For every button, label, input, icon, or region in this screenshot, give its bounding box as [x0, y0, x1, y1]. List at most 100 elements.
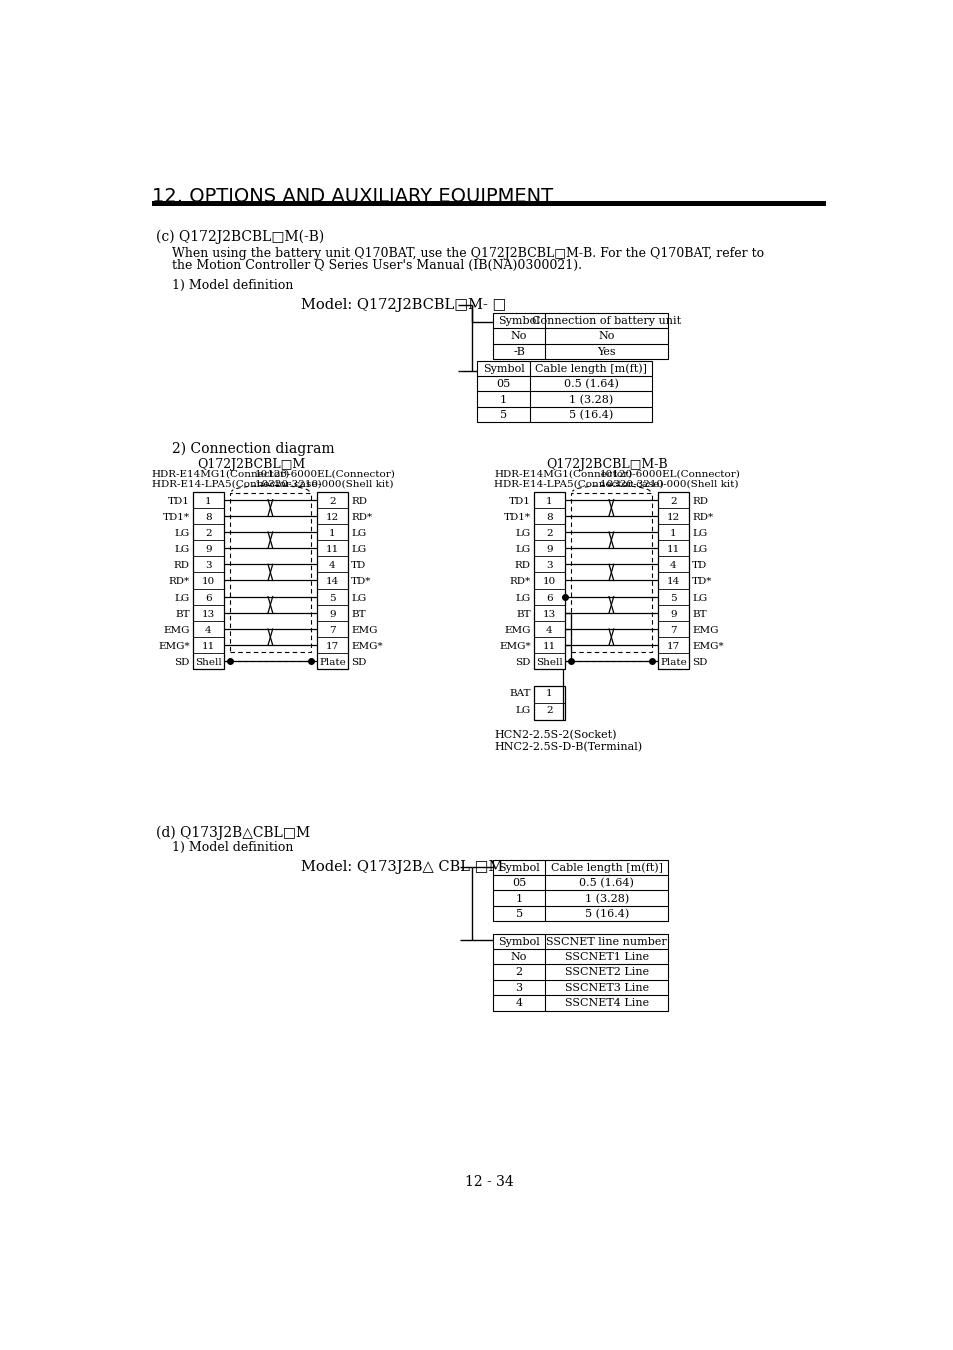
Text: SD: SD	[351, 659, 366, 667]
Text: 1 (3.28): 1 (3.28)	[569, 394, 613, 405]
Text: 4: 4	[329, 562, 335, 570]
Text: TD*: TD*	[691, 578, 712, 586]
Bar	[658, 491, 688, 670]
Text: RD: RD	[691, 497, 707, 505]
Text: 1: 1	[545, 690, 552, 698]
Text: 1: 1	[669, 529, 676, 537]
Text: 10: 10	[201, 578, 214, 586]
Text: 12. OPTIONS AND AUXILIARY EQUIPMENT: 12. OPTIONS AND AUXILIARY EQUIPMENT	[152, 186, 553, 205]
Text: 8: 8	[205, 513, 212, 521]
Text: 1) Model definition: 1) Model definition	[172, 279, 293, 292]
Text: LG: LG	[351, 594, 366, 602]
Text: LG: LG	[351, 545, 366, 554]
Text: LG: LG	[515, 545, 530, 554]
Text: EMG: EMG	[163, 626, 190, 634]
Text: EMG: EMG	[351, 626, 377, 634]
Text: 9: 9	[669, 610, 676, 618]
Text: 12: 12	[325, 513, 338, 521]
Bar	[493, 313, 667, 359]
Text: LG: LG	[515, 529, 530, 537]
Bar	[534, 491, 564, 670]
Text: RD: RD	[351, 497, 367, 505]
Text: SSCNET4 Line: SSCNET4 Line	[564, 998, 648, 1008]
Text: 2: 2	[205, 529, 212, 537]
Text: SSCNET1 Line: SSCNET1 Line	[564, 952, 648, 963]
Bar	[476, 360, 652, 423]
Text: LG: LG	[691, 594, 706, 602]
Text: 11: 11	[325, 545, 338, 554]
Text: SD: SD	[174, 659, 190, 667]
Text: Cable length [m(ft)]: Cable length [m(ft)]	[535, 363, 646, 374]
Text: 2: 2	[515, 968, 522, 977]
Text: Symbol: Symbol	[482, 363, 524, 374]
Text: 10120-6000EL(Connector): 10120-6000EL(Connector)	[254, 470, 395, 479]
Text: LG: LG	[351, 529, 366, 537]
Bar	[193, 491, 224, 670]
Text: Symbol: Symbol	[497, 316, 539, 325]
Text: Shell: Shell	[194, 659, 221, 667]
Text: 5: 5	[499, 410, 507, 420]
Text: LG: LG	[515, 594, 530, 602]
Text: EMG: EMG	[691, 626, 718, 634]
Text: 5: 5	[515, 909, 522, 919]
Text: 5 (16.4): 5 (16.4)	[584, 909, 628, 919]
Text: No: No	[511, 331, 527, 342]
Text: TD1*: TD1*	[163, 513, 190, 521]
Text: 9: 9	[329, 610, 335, 618]
Text: RD*: RD*	[351, 513, 372, 521]
Text: No: No	[598, 331, 615, 342]
Text: 1) Model definition: 1) Model definition	[172, 841, 293, 855]
Text: HDR-E14MG1(Connector): HDR-E14MG1(Connector)	[152, 470, 290, 479]
Text: EMG*: EMG*	[691, 643, 722, 651]
Text: 2: 2	[669, 497, 676, 505]
Text: 05: 05	[512, 878, 526, 888]
Text: HDR-E14-LPA5(Connector case): HDR-E14-LPA5(Connector case)	[152, 481, 321, 489]
Text: Cable length [m(ft)]: Cable length [m(ft)]	[550, 863, 662, 873]
Text: 3: 3	[205, 562, 212, 570]
Text: 11: 11	[666, 545, 679, 554]
Text: 4: 4	[515, 998, 522, 1008]
Text: (c) Q172J2BCBL□M(-B): (c) Q172J2BCBL□M(-B)	[156, 230, 324, 244]
Text: No: No	[511, 952, 527, 963]
Text: 9: 9	[205, 545, 212, 554]
Text: Yes: Yes	[597, 347, 616, 356]
Text: TD1: TD1	[508, 497, 530, 505]
Text: Symbol: Symbol	[497, 863, 539, 872]
Text: 7: 7	[329, 626, 335, 634]
Text: 10: 10	[542, 578, 556, 586]
Text: 17: 17	[666, 643, 679, 651]
Bar	[534, 686, 564, 721]
Text: LG: LG	[515, 706, 530, 716]
Text: 14: 14	[325, 578, 338, 586]
Text: RD*: RD*	[691, 513, 712, 521]
Text: Shell: Shell	[536, 659, 562, 667]
Text: 7: 7	[669, 626, 676, 634]
Text: 0.5 (1.64): 0.5 (1.64)	[578, 878, 634, 888]
Text: 5 (16.4): 5 (16.4)	[569, 410, 613, 420]
Text: -B: -B	[513, 347, 524, 356]
Text: 11: 11	[201, 643, 214, 651]
Text: 13: 13	[542, 610, 556, 618]
Text: 10120-6000EL(Connector): 10120-6000EL(Connector)	[599, 470, 740, 479]
Text: When using the battery unit Q170BAT, use the Q172J2BCBL□M-B. For the Q170BAT, re: When using the battery unit Q170BAT, use…	[172, 247, 763, 259]
Text: 10320-3210-000(Shell kit): 10320-3210-000(Shell kit)	[254, 481, 393, 489]
Text: 1: 1	[499, 394, 507, 405]
Text: 4: 4	[205, 626, 212, 634]
Text: 14: 14	[666, 578, 679, 586]
Text: Plate: Plate	[318, 659, 345, 667]
Text: 1: 1	[515, 894, 522, 903]
Text: RD: RD	[515, 562, 530, 570]
Text: 3: 3	[545, 562, 552, 570]
Text: LG: LG	[174, 545, 190, 554]
Text: 12 - 34: 12 - 34	[464, 1176, 513, 1189]
Bar	[316, 491, 348, 670]
Text: SD: SD	[515, 659, 530, 667]
Text: 6: 6	[205, 594, 212, 602]
Text: 5: 5	[329, 594, 335, 602]
Text: Q172J2BCBL□M-B: Q172J2BCBL□M-B	[546, 459, 668, 471]
Text: LG: LG	[174, 594, 190, 602]
Text: TD*: TD*	[351, 578, 371, 586]
Text: TD1: TD1	[168, 497, 190, 505]
Bar	[230, 493, 311, 652]
Text: 1: 1	[545, 497, 552, 505]
